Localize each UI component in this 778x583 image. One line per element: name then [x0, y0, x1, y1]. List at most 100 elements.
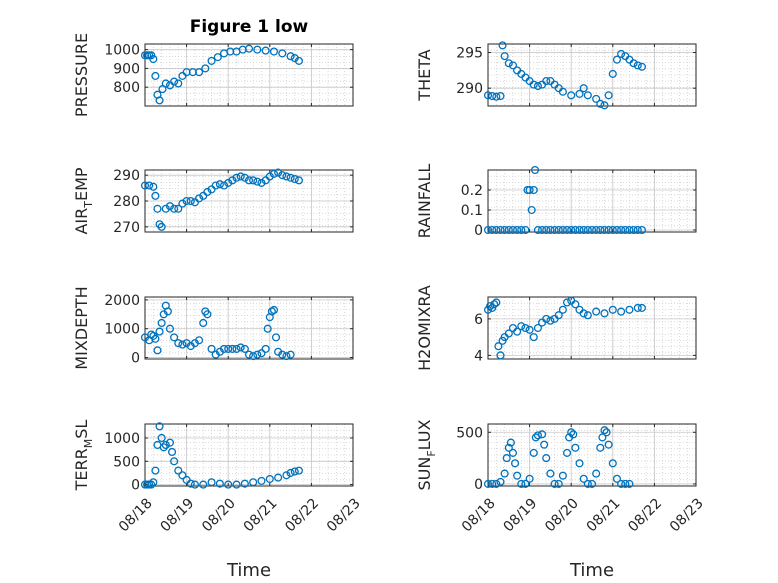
data-point	[494, 342, 503, 351]
axes-box	[487, 169, 697, 233]
subplot-4: 0 0.1 0.2 RAINFALL	[415, 164, 697, 239]
y-tick-label: 295	[456, 46, 483, 62]
data-point	[151, 71, 160, 80]
x-tick-label: 08/20	[199, 495, 239, 535]
data-point	[538, 225, 547, 235]
data-point	[504, 443, 513, 452]
data-point	[542, 454, 551, 463]
data-point	[286, 52, 295, 61]
y-tick-label: 1000	[104, 322, 140, 338]
x-tick-label: 08/18	[116, 495, 156, 535]
y-axis-label: H2OMIXRA	[415, 285, 434, 371]
data-point	[562, 225, 572, 235]
data-point	[579, 474, 588, 483]
data-point	[567, 91, 576, 100]
data-point	[612, 225, 622, 235]
y-tick-label: 2000	[104, 293, 140, 309]
data-point	[571, 300, 580, 309]
chart-title: Figure 1 low	[190, 17, 309, 37]
data-point	[504, 225, 513, 235]
data-point	[521, 479, 530, 488]
data-point	[282, 172, 291, 181]
axes-box	[487, 423, 697, 487]
data-point	[269, 47, 279, 56]
data-point	[492, 298, 501, 307]
x-tick-label: 08/19	[157, 495, 197, 535]
data-point	[629, 225, 638, 235]
data-point	[257, 349, 266, 358]
data-point	[483, 225, 493, 235]
x-axis-label: Time	[569, 560, 614, 581]
plot-area	[145, 44, 353, 106]
axes-box	[144, 43, 354, 107]
data-point	[236, 172, 245, 181]
data-point	[213, 53, 222, 62]
data-point	[529, 333, 538, 342]
data-point	[151, 334, 160, 343]
data-point	[219, 181, 229, 190]
data-point	[199, 480, 208, 489]
data-point	[637, 225, 646, 235]
y-axis-label: SUNFLUX	[415, 419, 438, 490]
data-point	[271, 333, 281, 342]
data-point	[558, 305, 567, 314]
data-point	[569, 430, 578, 439]
data-point	[625, 225, 634, 235]
data-point	[207, 478, 216, 487]
data-point	[633, 61, 642, 70]
data-point	[244, 176, 254, 185]
x-tick-label: 08/20	[542, 495, 582, 535]
data-point	[157, 433, 166, 443]
data-point	[207, 344, 216, 353]
data-point	[488, 91, 497, 101]
data-point	[240, 479, 249, 488]
subplot-6: 4 6 H2OMIXRA	[415, 285, 697, 371]
data-point	[617, 307, 626, 316]
data-point	[625, 305, 634, 314]
data-point	[215, 180, 224, 189]
data-point	[486, 302, 495, 311]
data-point	[496, 225, 505, 235]
data-point	[521, 323, 530, 333]
y-axis-label: AIRTEMP	[72, 167, 95, 234]
data-point	[286, 350, 295, 359]
data-point	[261, 344, 270, 353]
y-tick-label: 6	[474, 312, 483, 328]
data-point	[579, 225, 588, 235]
data-point	[157, 318, 166, 328]
data-point	[521, 225, 530, 235]
data-point	[240, 344, 249, 353]
y-tick-label: 800	[113, 80, 140, 96]
data-point	[562, 298, 572, 307]
data-point	[186, 479, 195, 488]
data-point	[596, 443, 605, 452]
data-markers	[140, 44, 303, 105]
data-point	[267, 307, 276, 316]
data-point	[596, 99, 605, 108]
data-point	[265, 172, 274, 181]
data-point	[567, 428, 576, 437]
data-point	[629, 59, 638, 68]
y-tick-label: 0.2	[461, 183, 483, 199]
y-tick-label: 1000	[104, 43, 140, 59]
data-point	[529, 448, 538, 457]
data-point	[592, 94, 601, 103]
data-point	[149, 54, 158, 64]
data-point	[257, 178, 266, 187]
data-point	[600, 101, 609, 110]
data-point	[600, 225, 609, 235]
subplot-8: 0 500 08/18 08/19 08/20 08/21 08/22 08/23 SUNFLU…	[415, 419, 707, 581]
data-point	[249, 478, 258, 487]
data-point	[500, 225, 509, 235]
data-point	[488, 479, 497, 488]
subplot-7: 0 500 1000 08/18 08/19 08/20 08/21 08/22 08/23 TE…	[72, 420, 364, 581]
data-point	[583, 225, 592, 235]
data-point	[195, 336, 204, 345]
data-point	[153, 346, 162, 355]
data-point	[617, 225, 626, 235]
data-point	[550, 225, 559, 235]
data-point	[151, 191, 160, 200]
data-point	[506, 438, 515, 447]
axes-box	[487, 43, 697, 107]
data-point	[253, 45, 262, 54]
